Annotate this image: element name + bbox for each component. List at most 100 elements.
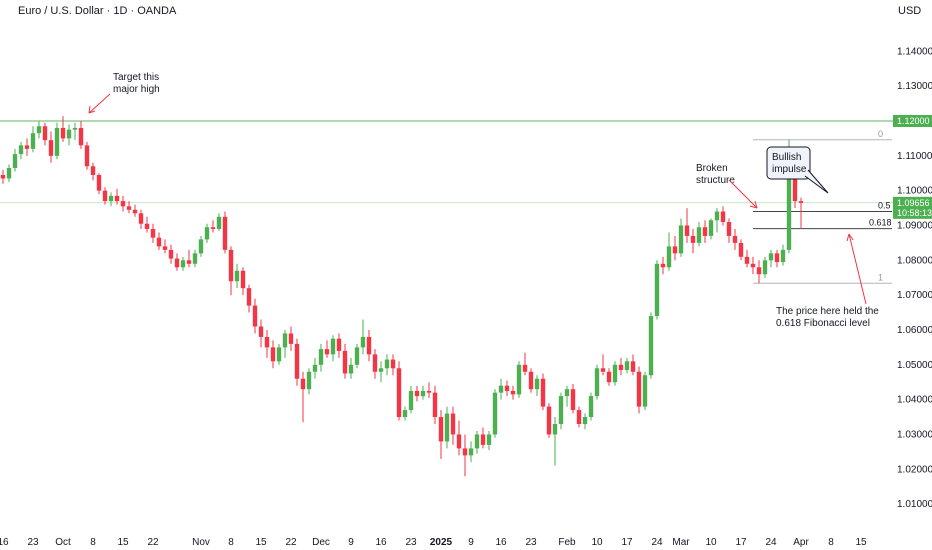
candle-69: [414, 385, 420, 402]
candle-22: [132, 204, 138, 217]
fib-label-0: 0: [878, 129, 883, 139]
x-tick-label: 17: [621, 537, 633, 548]
fib-label-0618: 0.618: [869, 218, 892, 228]
candle-31: [186, 249, 192, 268]
candle-20: [120, 195, 126, 212]
candle-body: [6, 168, 12, 179]
candle-56: [336, 333, 342, 358]
candle-body: [468, 448, 474, 456]
candle-53: [318, 343, 324, 372]
x-tick-label: 23: [27, 537, 39, 548]
candle-body: [708, 220, 714, 236]
x-tick-label: Mar: [672, 537, 690, 548]
candle-84: [504, 380, 510, 397]
held-text-line1: The price here held the: [776, 306, 879, 317]
candle-121: [726, 218, 732, 243]
candle-61: [366, 329, 372, 362]
x-tick-label: 22: [285, 537, 297, 548]
y-tick-label: 1.09000: [897, 220, 932, 231]
x-tick-label: Nov: [192, 537, 210, 548]
candle-body: [732, 235, 738, 243]
candle-body: [798, 201, 804, 203]
candle-96: [576, 406, 582, 428]
x-tick-label: 8: [828, 537, 834, 548]
candle-body: [744, 256, 750, 264]
candle-body: [42, 126, 48, 141]
candle-body: [570, 389, 576, 411]
candle-39: [234, 263, 240, 289]
candle-36: [216, 213, 222, 231]
candle-body: [642, 375, 648, 407]
fibonacci-retracement[interactable]: 0 0.5 0.618 1: [753, 129, 892, 284]
candle-body: [162, 246, 168, 250]
candle-62: [372, 349, 378, 379]
candle-4: [24, 138, 30, 156]
bullish-callout: Bullish impulse: [766, 146, 829, 194]
candle-body: [576, 410, 582, 424]
candle-100: [600, 354, 606, 376]
x-tick-label: 9: [348, 537, 354, 548]
candle-81: [486, 430, 492, 451]
candle-127: [762, 256, 768, 278]
candle-60: [360, 319, 366, 355]
candle-body: [618, 364, 624, 371]
candle-body: [312, 364, 318, 372]
candle-body: [336, 338, 342, 351]
candle-body: [678, 225, 684, 254]
candle-body: [348, 364, 354, 374]
x-tick-label: 10: [705, 537, 717, 548]
candle-body: [582, 417, 588, 424]
fib-label-1: 1: [878, 272, 883, 282]
candle-body: [72, 127, 78, 130]
candle-126: [756, 260, 762, 284]
candle-body: [414, 390, 420, 397]
candle-body: [96, 174, 102, 191]
candle-55: [330, 335, 336, 362]
candle-105: [630, 354, 636, 376]
candle-body: [456, 434, 462, 449]
candle-92: [552, 417, 558, 466]
candle-133: [798, 197, 804, 229]
candle-47: [282, 329, 288, 358]
candle-body: [318, 349, 324, 365]
candle-body: [768, 253, 774, 261]
candle-37: [222, 211, 228, 254]
price-tags: 1.12000 1.09656 10:58:13: [893, 115, 932, 219]
candle-57: [342, 343, 348, 379]
price-axis[interactable]: 1.14000 1.13000 1.12000 1.11000 1.10000 1.090…: [897, 46, 932, 510]
candle-body: [492, 392, 498, 435]
candle-body: [528, 371, 534, 390]
candle-122: [732, 228, 738, 250]
candle-body: [342, 350, 348, 374]
candle-body: [378, 368, 384, 372]
candle-0: [0, 169, 6, 184]
candle-118: [708, 218, 714, 240]
candle-body: [168, 249, 174, 259]
held-text-line2: 0.618 Fibonacci level: [776, 318, 870, 329]
candle-107: [642, 371, 648, 411]
candle-body: [222, 216, 228, 250]
candle-8: [48, 131, 54, 163]
candle-body: [636, 371, 642, 407]
candle-38: [228, 246, 234, 296]
candle-body: [240, 270, 246, 289]
candle-58: [348, 357, 354, 379]
candle-body: [282, 333, 288, 348]
x-tick-label: 2025: [430, 537, 453, 548]
candle-body: [438, 417, 444, 442]
candle-45: [270, 340, 276, 369]
target-arrow-head: [88, 105, 96, 114]
candle-body: [24, 145, 30, 149]
level-price-text: 1.12000: [897, 116, 930, 126]
candle-body: [360, 336, 366, 348]
candle-70: [420, 385, 426, 400]
candle-body: [696, 227, 702, 243]
time-axis[interactable]: 16 23 Oct 8 15 22 Nov 8 15 22 Dec 9 16 23 2025 9 16 23 Feb…: [0, 537, 867, 548]
candle-97: [582, 413, 588, 430]
candle-90: [540, 373, 546, 411]
broken-arrow: [728, 179, 758, 209]
candle-1: [6, 164, 12, 182]
y-tick-label: 1.08000: [897, 255, 932, 266]
